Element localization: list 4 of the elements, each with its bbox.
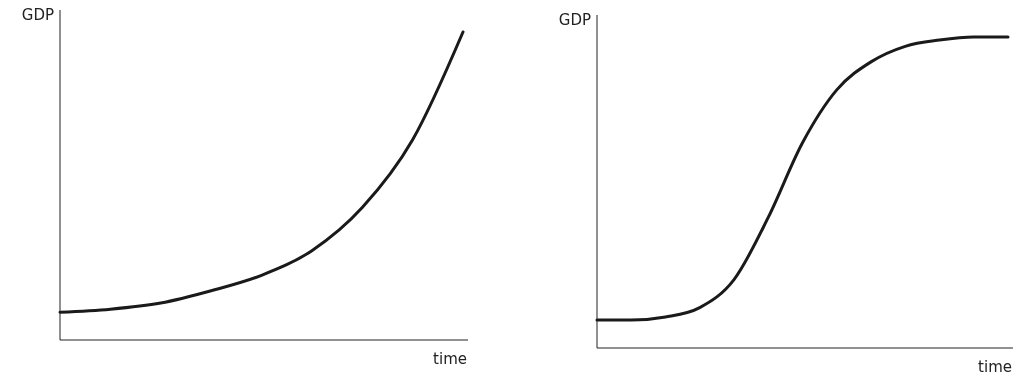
x-axis-title: time — [978, 358, 1012, 376]
x-axis-title: time — [433, 350, 467, 368]
y-axis-title: GDP — [558, 11, 591, 29]
y-axis-title: GDP — [21, 6, 54, 24]
